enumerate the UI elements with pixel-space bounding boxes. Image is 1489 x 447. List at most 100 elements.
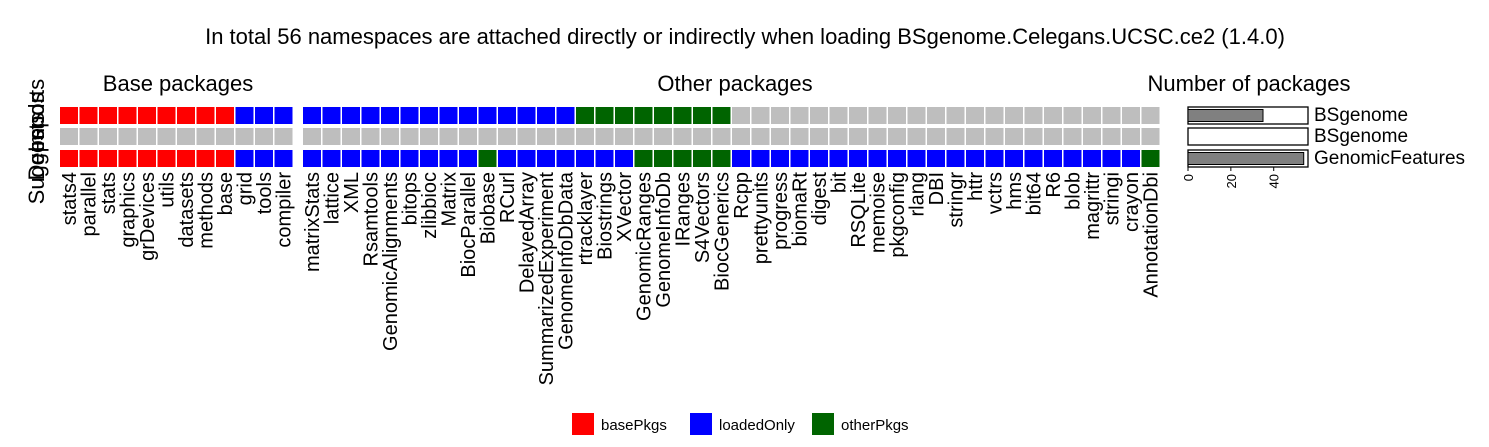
cell-crayon-depends [1122, 128, 1140, 145]
cell-tools-suggests [255, 150, 273, 167]
cell-S4Vectors-imports [693, 107, 711, 124]
row-label-suggests: Suggests [24, 113, 49, 205]
cell-bitops-imports [400, 107, 419, 124]
x-label-DBI: DBI [926, 172, 948, 205]
cell-matrixStats-suggests [303, 150, 321, 167]
cell-datasets-suggests [177, 150, 195, 167]
count-bar-2 [1187, 152, 1305, 165]
cell-progress-suggests [771, 150, 789, 167]
cell-progress-depends [771, 128, 789, 145]
count-bar-label-2: GenomicFeatures [1314, 148, 1465, 169]
x-label-digest: digest [809, 172, 831, 226]
cell-bit-imports [829, 107, 848, 124]
cell-stats-suggests [99, 150, 117, 167]
cell-zlibbioc-imports [420, 107, 438, 124]
cell-biomaRt-depends [790, 128, 809, 145]
cell-XML-suggests [342, 150, 360, 167]
cell-prettyunits-imports [751, 107, 770, 124]
x-label-grid: grid [235, 172, 257, 205]
x-label-biomaRt: biomaRt [790, 172, 812, 247]
cell-DelayedArray-suggests [517, 150, 536, 167]
cell-magrittr-suggests [1083, 150, 1101, 167]
cell-XVector-suggests [615, 150, 633, 167]
cell-AnnotationDbi-depends [1141, 128, 1160, 145]
cell-tools-imports [255, 107, 273, 124]
cell-tools-depends [255, 128, 273, 145]
cell-stats-imports [99, 107, 117, 124]
x-label-Rsamtools: Rsamtools [361, 172, 383, 266]
cell-vctrs-suggests [985, 150, 1004, 167]
x-label-lattice: lattice [322, 172, 344, 224]
x-label-httr: httr [965, 172, 987, 201]
cell-DBI-suggests [927, 150, 945, 167]
cell-S4Vectors-suggests [693, 150, 711, 167]
cell-biomaRt-imports [790, 107, 809, 124]
cell-GenomeInfoDb-depends [654, 128, 672, 145]
x-label-methods: methods [196, 172, 218, 249]
x-label-rlang: rlang [907, 172, 929, 216]
cell-graphics-depends [118, 128, 137, 145]
cell-magrittr-depends [1083, 128, 1101, 145]
cell-DBI-imports [927, 107, 945, 124]
cell-bitops-suggests [400, 150, 419, 167]
legend-swatch-otherPkgs [812, 413, 834, 435]
x-label-utils: utils [157, 172, 179, 208]
x-label-BiocParallel: BiocParallel [458, 172, 480, 278]
cell-stringr-imports [946, 107, 965, 124]
cell-RSQLite-imports [849, 107, 867, 124]
cell-bitops-depends [400, 128, 419, 145]
cell-XML-depends [342, 128, 360, 145]
x-label-Rcpp: Rcpp [731, 172, 753, 219]
cell-bit64-depends [1024, 128, 1043, 145]
cell-rlang-suggests [907, 150, 926, 167]
cell-compiler-depends [274, 128, 293, 145]
cell-GenomicRanges-depends [634, 128, 653, 145]
cell-SummarizedExperiment-suggests [537, 150, 555, 167]
cell-S4Vectors-depends [693, 128, 711, 145]
x-label-compiler: compiler [274, 172, 296, 248]
x-label-Biobase: Biobase [478, 172, 500, 244]
cell-progress-imports [771, 107, 789, 124]
x-label-R6: R6 [1043, 172, 1065, 198]
x-label-rtracklayer: rtracklayer [575, 172, 597, 266]
cell-Biostrings-suggests [595, 150, 614, 167]
legend-label-basePkgs: basePkgs [601, 417, 667, 434]
cell-digest-depends [810, 128, 828, 145]
cell-hms-suggests [1005, 150, 1023, 167]
cell-RSQLite-depends [849, 128, 867, 145]
x-label-GenomicRanges: GenomicRanges [634, 172, 656, 321]
x-label-tools: tools [254, 172, 276, 214]
cell-XML-imports [342, 107, 360, 124]
cell-methods-depends [196, 128, 215, 145]
x-label-GenomeInfoDb: GenomeInfoDb [653, 172, 675, 308]
cell-XVector-imports [615, 107, 633, 124]
cell-httr-imports [966, 107, 984, 124]
cell-Rsamtools-depends [361, 128, 380, 145]
x-label-stats: stats [98, 172, 120, 214]
x-label-S4Vectors: S4Vectors [692, 172, 714, 263]
count-bar-label-0: BSgenome [1314, 105, 1408, 126]
cell-parallel-suggests [79, 150, 98, 167]
cell-GenomicAlignments-depends [381, 128, 399, 145]
cell-IRanges-suggests [673, 150, 692, 167]
x-label-magrittr: magrittr [1082, 172, 1104, 240]
cell-stringi-depends [1102, 128, 1121, 145]
cell-datasets-depends [177, 128, 195, 145]
cell-zlibbioc-suggests [420, 150, 438, 167]
row-label-depends: Depends [24, 92, 49, 180]
cell-datasets-imports [177, 107, 195, 124]
cell-IRanges-depends [673, 128, 692, 145]
cell-vctrs-depends [985, 128, 1004, 145]
cell-vctrs-imports [985, 107, 1004, 124]
cell-BiocGenerics-imports [712, 107, 731, 124]
cell-lattice-depends [322, 128, 341, 145]
cell-matrixStats-depends [303, 128, 321, 145]
cell-base-suggests [216, 150, 234, 167]
cell-stringr-suggests [946, 150, 965, 167]
cell-stats4-suggests [60, 150, 78, 167]
count-tick-label-20: 20 [1224, 174, 1239, 188]
cell-stringi-imports [1102, 107, 1121, 124]
cell-grDevices-imports [138, 107, 156, 124]
cell-SummarizedExperiment-imports [537, 107, 555, 124]
